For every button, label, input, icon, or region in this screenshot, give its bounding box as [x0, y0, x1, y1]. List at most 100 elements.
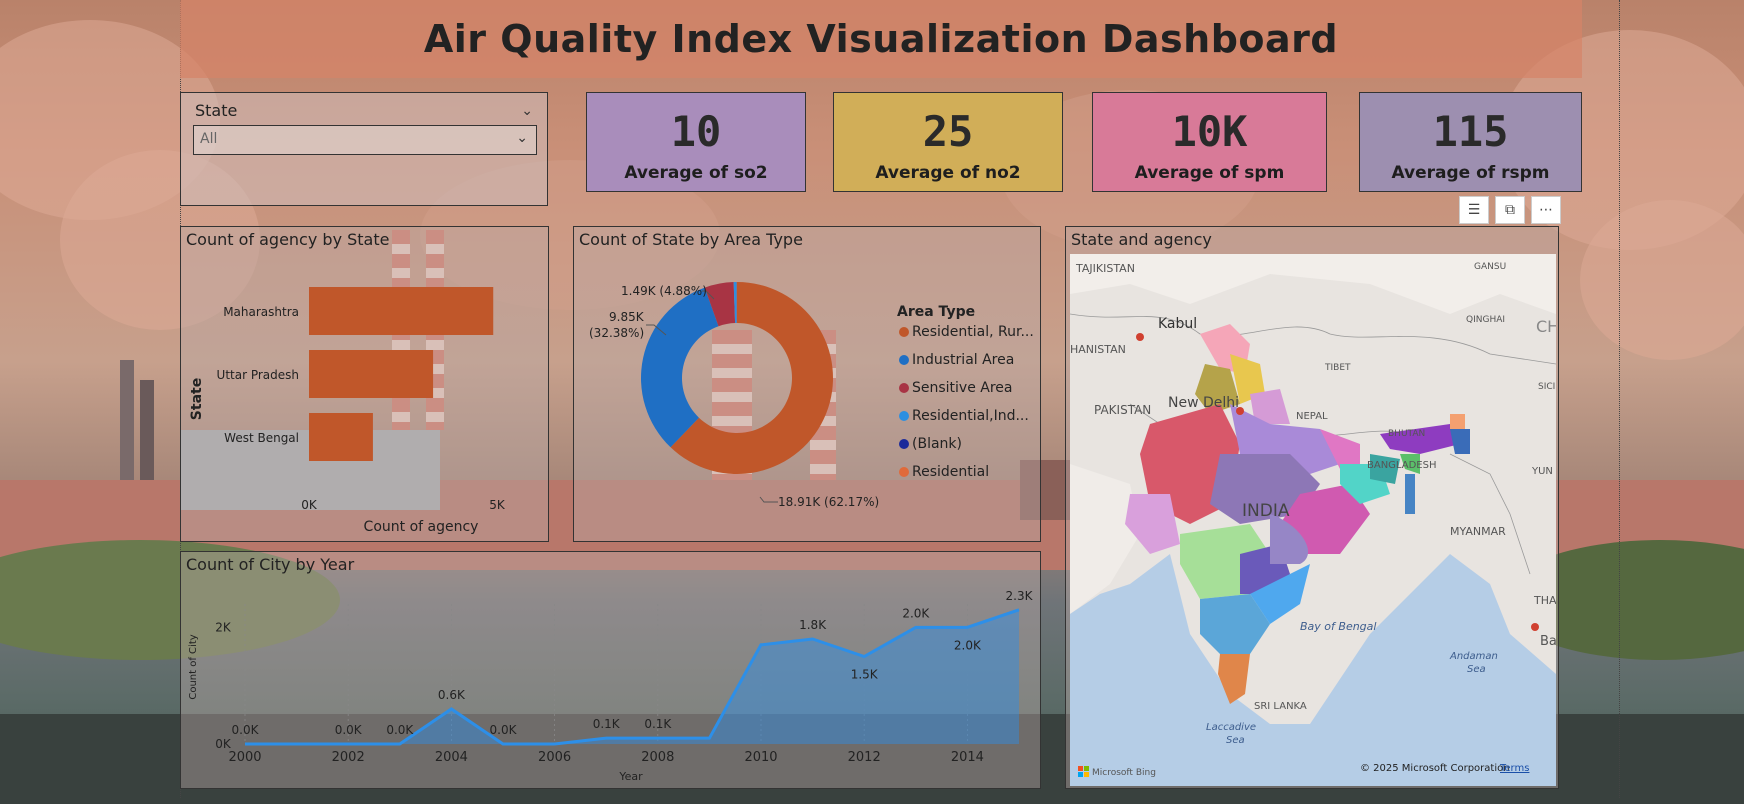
data-label: 1.49K (4.88%)	[621, 284, 707, 298]
data-label: 1.5K	[851, 668, 879, 682]
kpi-caption: Average of so2	[624, 163, 768, 183]
x-tick-label: 2014	[951, 750, 984, 765]
donut-slice[interactable]	[704, 282, 736, 327]
state-dropdown[interactable]: All ⌄	[193, 125, 537, 155]
chart-title: State and agency	[1071, 230, 1212, 249]
city-marker-icon	[1136, 333, 1144, 341]
city-by-year-chart[interactable]: Count of City by Year Count of City Year…	[180, 551, 1041, 789]
map-terms-link[interactable]: Terms	[1499, 763, 1529, 774]
map-label: Sea	[1467, 664, 1486, 675]
kpi-caption: Average of no2	[875, 163, 1021, 183]
x-tick-label: 0K	[301, 498, 318, 512]
donut-slice[interactable]	[670, 282, 834, 475]
donut-slice[interactable]	[641, 287, 719, 448]
data-label: 2.3K	[1006, 589, 1034, 603]
legend-item[interactable]: Sensitive Area	[912, 380, 1013, 396]
y-tick-label: Maharashtra	[223, 305, 299, 319]
legend-item[interactable]: Residential	[912, 464, 989, 480]
legend-item[interactable]: Residential,Ind...	[912, 408, 1029, 424]
map-label: NEPAL	[1296, 411, 1328, 422]
y-tick-label: Uttar Pradesh	[217, 368, 299, 382]
data-label: 0.1K	[593, 717, 621, 731]
series-line[interactable]	[245, 608, 1020, 746]
map-label: YUN	[1531, 466, 1553, 477]
map-label: SICI	[1538, 382, 1555, 392]
filter-icon[interactable]: ☰	[1459, 196, 1489, 224]
chart-title: Count of State by Area Type	[579, 230, 803, 249]
legend-item[interactable]: Residential, Rur...	[912, 324, 1034, 340]
map-attribution: Microsoft Bing	[1092, 768, 1156, 778]
map-label: TAJIKISTAN	[1075, 262, 1135, 275]
kpi-value: 10	[670, 107, 722, 156]
map-label: HANISTAN	[1070, 343, 1126, 356]
y-tick-label: 2K	[215, 620, 232, 634]
map-label: CH	[1536, 317, 1556, 336]
map-label: INDIA	[1242, 501, 1290, 521]
y-axis-title: Count of City	[188, 634, 199, 699]
data-label: 0.1K	[644, 717, 672, 731]
x-tick-label: 2002	[332, 750, 365, 765]
map-canvas[interactable]: TAJIKISTAN GANSU Kabul HANISTAN QINGHAI …	[1070, 254, 1556, 786]
x-axis-title: Count of agency	[364, 519, 479, 535]
state-by-area-type-chart[interactable]: Count of State by Area Type 18.91K (62.1…	[573, 226, 1041, 542]
y-tick-label: 0K	[215, 737, 232, 751]
chart-title: Count of City by Year	[186, 555, 355, 574]
chevron-down-icon[interactable]: ⌄	[516, 130, 528, 146]
map-label: GANSU	[1474, 262, 1506, 272]
x-tick-label: 2012	[848, 750, 881, 765]
legend-item[interactable]: Industrial Area	[912, 352, 1014, 368]
kpi-caption: Average of rspm	[1391, 163, 1550, 183]
focus-mode-icon[interactable]: ⧉	[1495, 196, 1525, 224]
map-label: New Delhi	[1168, 395, 1239, 411]
collapse-chevron-icon[interactable]: ⌄	[521, 103, 533, 119]
x-tick-label: 2004	[435, 750, 468, 765]
bar[interactable]	[309, 350, 434, 398]
more-options-icon[interactable]: ⋯	[1531, 196, 1561, 224]
area-fill	[245, 609, 1019, 744]
data-label: (32.38%)	[589, 326, 644, 340]
map-label: Kabul	[1158, 316, 1197, 332]
kpi-card-spm[interactable]: 10K Average of spm	[1092, 92, 1327, 192]
data-label: 0.0K	[335, 723, 363, 737]
donut-svg: 18.91K (62.17%) 9.85K (32.38%) 1.49K (4.…	[589, 282, 1034, 509]
x-tick-label: 5K	[489, 498, 506, 512]
visual-header-tools: ☰ ⧉ ⋯	[1459, 196, 1561, 224]
state-agency-map[interactable]: State and agency TAJ	[1065, 226, 1559, 789]
map-label: Sea	[1226, 735, 1245, 746]
data-label: 0.0K	[490, 723, 518, 737]
x-tick-label: 2006	[538, 750, 571, 765]
title-bar: Air Quality Index Visualization Dashboar…	[180, 0, 1582, 78]
map-label: Laccadive	[1206, 722, 1256, 733]
legend-marker	[899, 467, 909, 477]
bar[interactable]	[309, 413, 373, 461]
donut-slice[interactable]	[733, 282, 737, 324]
legend-item[interactable]: (Blank)	[912, 436, 962, 452]
data-label: 2.0K	[954, 638, 982, 652]
data-label: 0.6K	[438, 688, 466, 702]
data-label: 18.91K (62.17%)	[778, 495, 879, 509]
leader-line	[759, 496, 778, 503]
bing-logo: Microsoft Bing	[1078, 766, 1156, 778]
map-label: TIBET	[1324, 363, 1351, 373]
city-marker-icon	[1236, 407, 1244, 415]
city-area-svg: Count of City Year 2000 2002 2004 2006 2008 2…	[188, 589, 1034, 783]
state-slicer[interactable]: State ⌄ All ⌄	[180, 92, 548, 206]
state-dropdown-value: All	[200, 131, 218, 147]
map-copyright: © 2025 Microsoft Corporation	[1360, 763, 1510, 774]
map-label: BHUTAN	[1388, 429, 1425, 439]
map-label: Andaman	[1449, 651, 1498, 662]
map-label: Ba	[1540, 634, 1556, 649]
kpi-caption: Average of spm	[1134, 163, 1285, 183]
y-tick-label: West Bengal	[224, 431, 299, 445]
kpi-card-rspm[interactable]: 115 Average of rspm	[1359, 92, 1582, 192]
kpi-card-no2[interactable]: 25 Average of no2	[833, 92, 1063, 192]
bar[interactable]	[309, 287, 494, 335]
agency-bar-svg: State Count of agency 0K 5K Maharashtra U…	[189, 287, 506, 535]
map-label: QINGHAI	[1466, 315, 1505, 325]
city-marker-icon	[1531, 623, 1539, 631]
map-label: Bay of Bengal	[1300, 620, 1376, 633]
y-axis-title: State	[189, 378, 205, 420]
kpi-card-so2[interactable]: 10 Average of so2	[586, 92, 806, 192]
agency-by-state-chart[interactable]: Count of agency by State State Count of …	[180, 226, 549, 542]
map-label: PAKISTAN	[1094, 403, 1151, 417]
